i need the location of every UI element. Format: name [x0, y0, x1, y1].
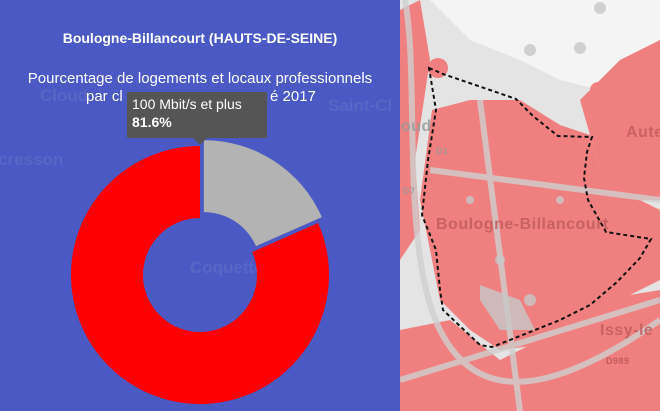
- background-label: Cloud: [40, 86, 89, 105]
- background-label: Saint-Cl: [328, 96, 393, 115]
- chart-subtitle: Pourcentage de logements et locaux profe…: [27, 70, 373, 87]
- tooltip-value: 81.6%: [132, 114, 172, 130]
- map-label: D989: [606, 356, 630, 366]
- tooltip-label: 100 Mbit/s et plus: [132, 96, 242, 112]
- donut-slice-highlighted[interactable]: [203, 140, 322, 247]
- info-panel: Cloud cresson Coquette Saint-Cl Boulogne…: [0, 0, 400, 411]
- panel-title: Boulogne-Billancourt (HAUTS-DE-SEINE): [62, 30, 338, 46]
- chart-subtitle-part: é 2017: [270, 88, 316, 105]
- chart-tooltip: 100 Mbit/s et plus 81.6%: [127, 92, 267, 145]
- donut-slice[interactable]: [70, 146, 329, 404]
- chart-subtitle-part: par cl: [86, 88, 123, 105]
- donut-chart: [70, 140, 329, 404]
- background-label: cresson: [0, 150, 64, 169]
- map-label: oud: [401, 118, 432, 135]
- map-label: Boulogne-Billancourt: [436, 216, 609, 233]
- commune-boundary: [420, 66, 653, 349]
- background-label: Coquette: [190, 258, 264, 277]
- map-label: D1: [436, 146, 449, 156]
- map-label: Aute: [626, 124, 660, 141]
- map-label: Issy-le: [600, 322, 654, 339]
- map-label: D7: [403, 186, 416, 196]
